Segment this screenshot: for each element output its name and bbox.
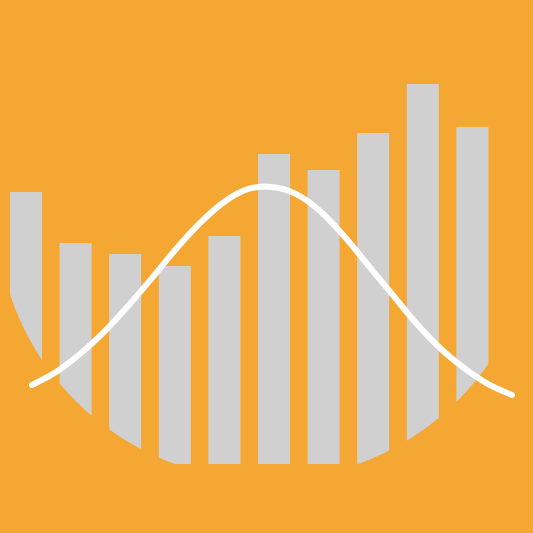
bell-curve-line (29, 183, 515, 398)
bar (307, 170, 340, 464)
bar (208, 236, 241, 464)
bar (258, 154, 290, 464)
bars (10, 84, 489, 464)
bar (109, 254, 142, 464)
bar (357, 133, 390, 464)
bar (158, 266, 191, 464)
bar (406, 84, 439, 464)
